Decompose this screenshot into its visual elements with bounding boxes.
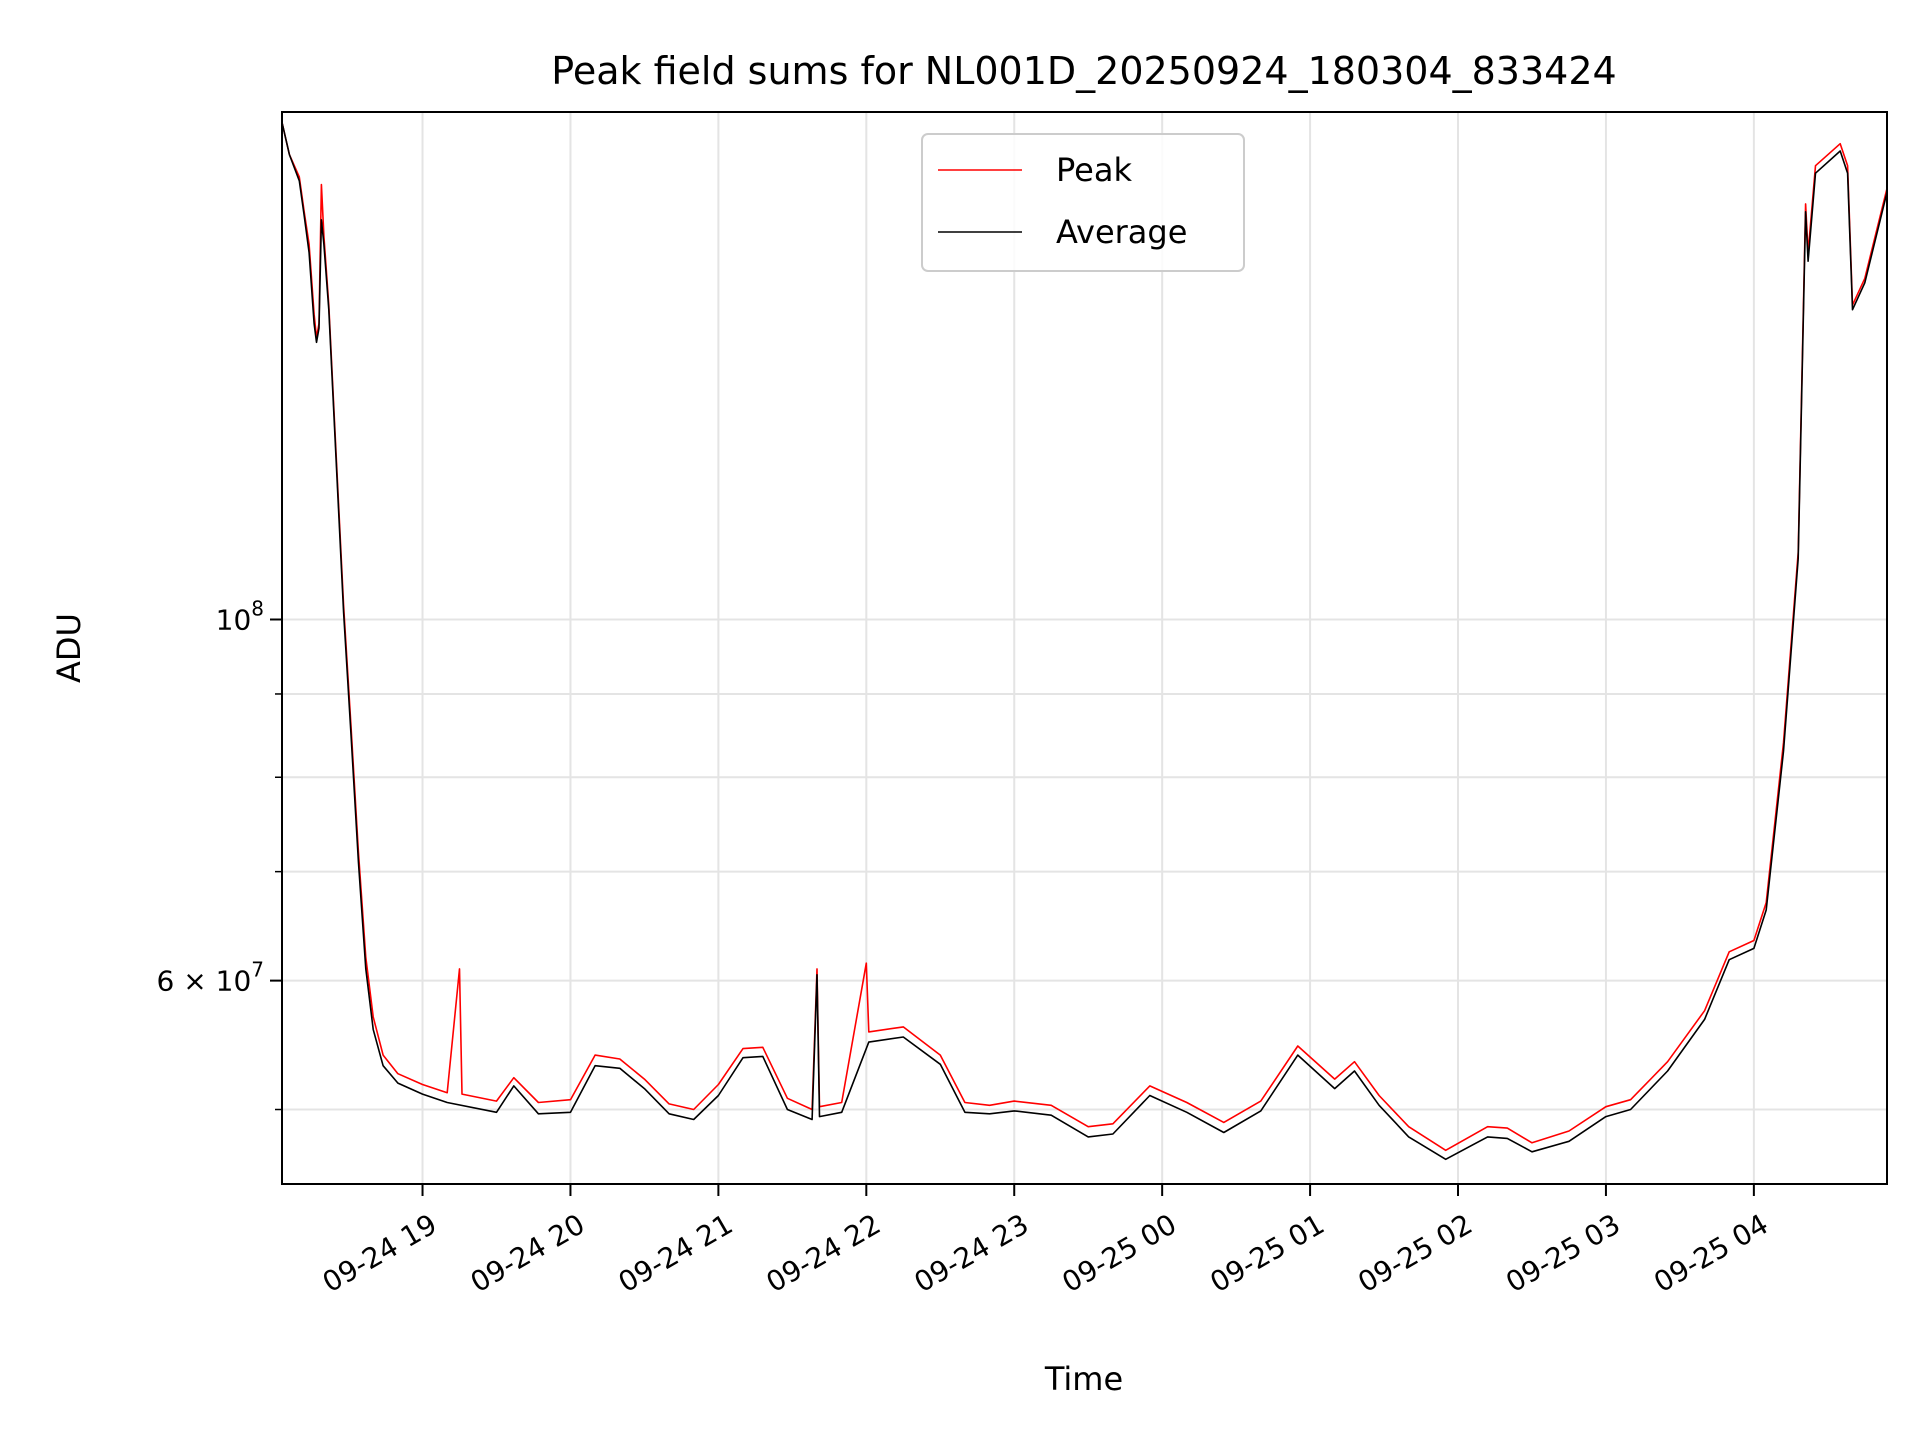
legend: Peak Average bbox=[921, 133, 1245, 272]
y-tick-exponent: 8 bbox=[251, 596, 264, 620]
series-layer bbox=[282, 122, 1887, 1161]
y-tick-base: 10 bbox=[216, 603, 252, 636]
y-tick-label: 108 bbox=[216, 596, 264, 636]
series-line-average bbox=[282, 122, 1887, 1161]
x-axis-label: Time bbox=[1044, 1360, 1123, 1398]
y-tick-exponent: 7 bbox=[251, 958, 264, 982]
y-tick-label: 6 × 107 bbox=[157, 958, 264, 998]
y-axis-label: ADU bbox=[50, 613, 88, 683]
chart-title: Peak field sums for NL001D_20250924_1803… bbox=[551, 49, 1616, 93]
y-tick-base: 6 × 10 bbox=[157, 965, 252, 998]
legend-label-average: Average bbox=[1056, 213, 1187, 251]
legend-box bbox=[921, 133, 1245, 272]
gridlines bbox=[282, 112, 1887, 1184]
plot-frame bbox=[281, 111, 1888, 1185]
legend-label-peak: Peak bbox=[1056, 151, 1132, 189]
